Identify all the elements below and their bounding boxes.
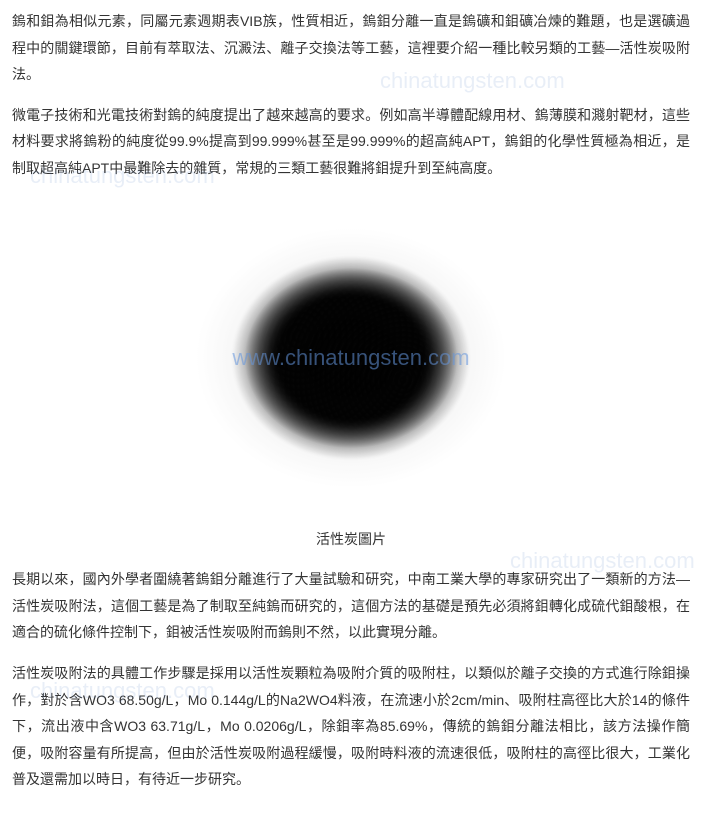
activated-carbon-image: www.chinatungsten.com — [171, 198, 531, 518]
paragraph-intro: 鎢和鉬為相似元素，同屬元素週期表VIB族，性質相近，鎢鉬分離一直是鎢礦和鉬礦冶煉… — [12, 8, 690, 88]
carbon-image-container: www.chinatungsten.com — [12, 198, 690, 518]
paragraph-research: 長期以來，國內外學者圍繞著鎢鉬分離進行了大量試驗和研究，中南工業大學的專家研究出… — [12, 566, 690, 646]
image-caption: 活性炭圖片 — [12, 526, 690, 553]
paragraph-procedure: 活性炭吸附法的具體工作步驟是採用以活性炭顆粒為吸附介質的吸附柱，以類似於離子交換… — [12, 660, 690, 793]
paragraph-purity: 微電子技術和光電技術對鎢的純度提出了越來越高的要求。例如高半導體配線用材、鎢薄膜… — [12, 102, 690, 182]
image-watermark: www.chinatungsten.com — [232, 337, 469, 379]
